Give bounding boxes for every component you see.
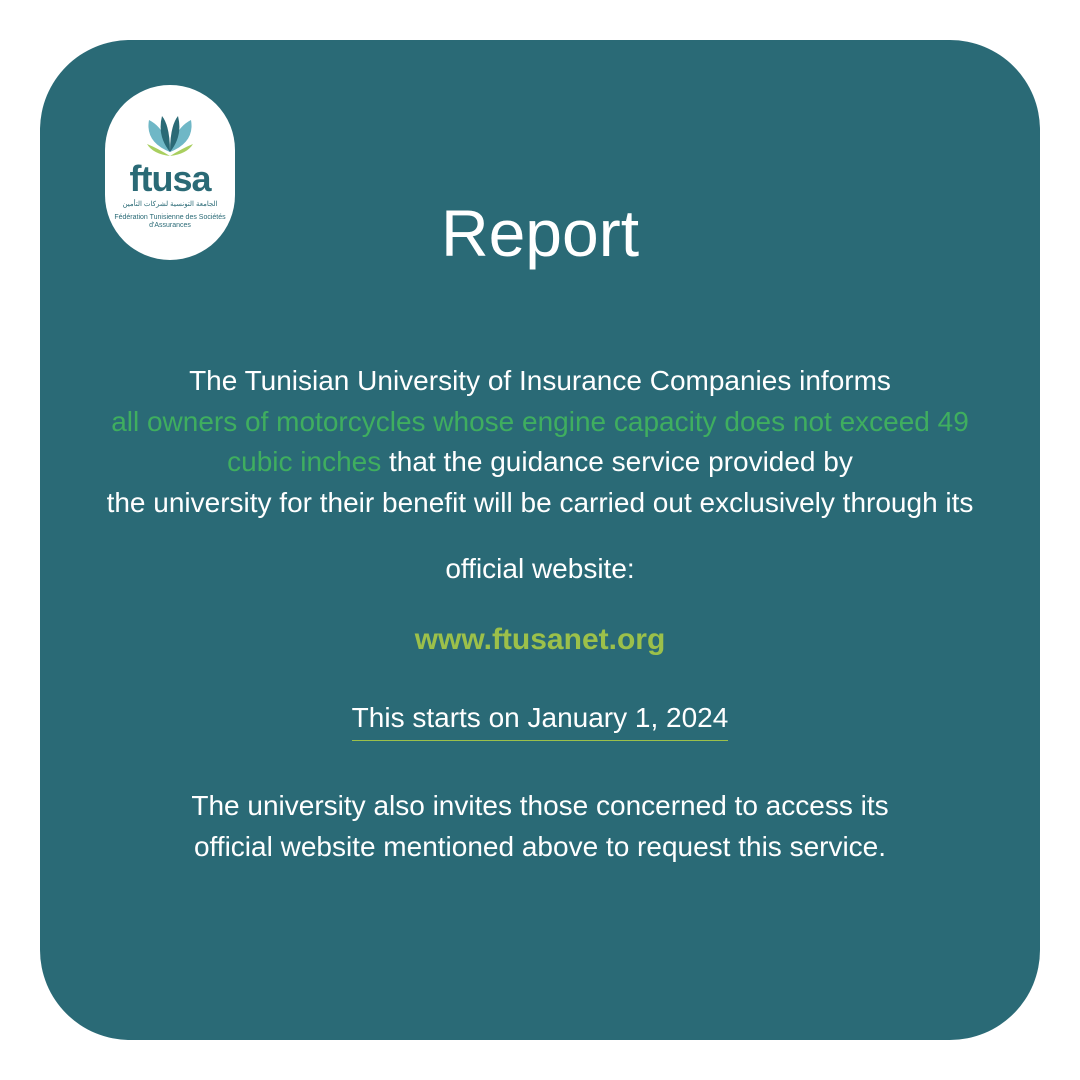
- website-url[interactable]: www.ftusanet.org: [100, 623, 980, 657]
- body-line-1: The Tunisian University of Insurance Com…: [189, 365, 891, 396]
- footer-paragraph: The university also invites those concer…: [100, 786, 980, 867]
- body-paragraph: The Tunisian University of Insurance Com…: [100, 361, 980, 523]
- logo-flower-icon: [135, 114, 205, 159]
- logo-subline-fr: Fédération Tunisienne des Sociétés d'Ass…: [113, 214, 227, 231]
- footer-line-1: The university also invites those concer…: [191, 790, 888, 821]
- announcement-card: ftusa الجامعة التونسية لشركات التأمين Fé…: [40, 40, 1040, 1040]
- start-date: This starts on January 1, 2024: [352, 702, 729, 741]
- logo-badge: ftusa الجامعة التونسية لشركات التأمين Fé…: [105, 85, 235, 260]
- logo-brand-text: ftusa: [129, 161, 210, 197]
- body-line-3: the university for their benefit will be…: [107, 487, 974, 518]
- official-website-label: official website:: [100, 553, 980, 585]
- logo-subline-ar: الجامعة التونسية لشركات التأمين: [122, 201, 217, 209]
- body-line-2a: that the guidance service provided by: [381, 446, 853, 477]
- footer-line-2: official website mentioned above to requ…: [194, 831, 886, 862]
